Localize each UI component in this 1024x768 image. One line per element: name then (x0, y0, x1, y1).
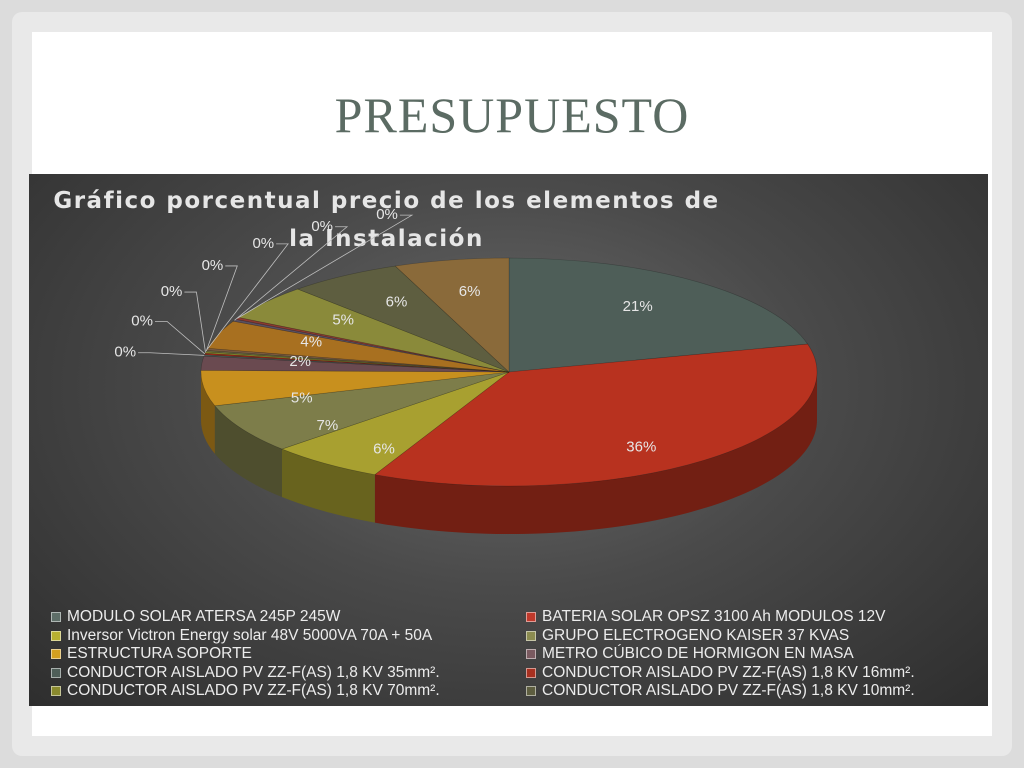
pie-slice-16 (394, 257, 510, 373)
legend-label: CONDUCTOR AISLADO PV ZZ-F(AS) 1,8 KV 10m… (542, 682, 915, 699)
pie-data-label-3: 7% (317, 417, 339, 434)
pie-slice-2 (281, 371, 510, 475)
legend-swatch (51, 649, 61, 660)
pie-data-label-1: 36% (626, 438, 656, 455)
pie-data-label-7: 0% (131, 312, 153, 329)
pie-data-label-0: 21% (623, 298, 653, 315)
pie-leader-line-6 (138, 352, 205, 356)
legend-item: CONDUCTOR AISLADO PV ZZ-F(AS) 1,8 KV 10m… (526, 682, 981, 701)
pie-data-label-11: 4% (300, 333, 322, 350)
pie-slice-7 (204, 352, 510, 373)
legend-label: Inversor Victron Energy solar 48V 5000VA… (67, 626, 433, 644)
pie-data-label-6: 0% (114, 344, 136, 361)
legend-label: GRUPO ELECTROGENO KAISER 37 KVAS (542, 626, 850, 644)
pie-slice-0 (508, 257, 809, 373)
legend-item: MODULO SOLAR ATERSA 245P 245W (51, 608, 526, 627)
pie-data-labels: 21%36%6%7%5%2%4%5%6%6%0%0%0%0%0%0%0% (114, 206, 656, 457)
legend-swatch (526, 686, 536, 697)
legend-swatch (526, 630, 536, 641)
pie-slice-6 (203, 354, 510, 373)
pie-side-walls (201, 372, 817, 534)
legend-label: CONDUCTOR AISLADO PV ZZ-F(AS) 1,8 KV 16m… (542, 663, 915, 681)
pie-data-label-5: 2% (289, 353, 311, 370)
chart-title-line-1: Gráfico porcentual precio de los element… (53, 188, 720, 214)
legend-label: ESTRUCTURA SOPORTE (67, 645, 252, 662)
pie-slice-1 (374, 343, 818, 487)
pie-leader-line-9 (205, 265, 238, 352)
pie-data-label-16: 6% (459, 283, 481, 300)
pie-slices (200, 257, 818, 487)
legend-swatch (526, 612, 536, 623)
pie-side-3 (214, 405, 282, 498)
pie-side-2 (281, 449, 375, 523)
legend-swatch (526, 667, 536, 678)
legend-swatch (51, 630, 61, 641)
legend-item: BATERIA SOLAR OPSZ 3100 Ah MODULOS 12V (526, 608, 981, 627)
pie-side-4 (201, 372, 215, 454)
legend-item: ESTRUCTURA SOPORTE (51, 645, 526, 664)
pie-leader-line-8 (184, 291, 206, 353)
legend-label: BATERIA SOLAR OPSZ 3100 Ah MODULOS 12V (542, 608, 886, 625)
pie-data-label-10: 0% (252, 235, 274, 252)
pie-leader-line-10 (206, 243, 289, 350)
legend-label: MODULO SOLAR ATERSA 245P 245W (67, 608, 341, 625)
legend-swatch (51, 686, 61, 697)
pie-leader-line-12 (234, 226, 349, 321)
legend-swatch (51, 667, 61, 678)
pie-slice-15 (296, 265, 510, 373)
legend-label: METRO CÚBICO DE HORMIGON EN MASA (542, 645, 854, 662)
pie-data-label-2: 6% (373, 440, 395, 457)
pie-data-label-14: 5% (332, 312, 354, 329)
legend-item: CONDUCTOR AISLADO PV ZZ-F(AS) 1,8 KV 16m… (526, 664, 981, 683)
legend-item: Inversor Victron Energy solar 48V 5000VA… (51, 627, 526, 646)
pie-data-label-4: 5% (291, 389, 313, 406)
chart-panel: Gráfico porcentual precio de los element… (29, 174, 988, 706)
pie-leader-line-7 (154, 320, 206, 355)
pie-chart: 21%36%6%7%5%2%4%5%6%6%0%0%0%0%0%0%0% (114, 206, 818, 534)
pie-data-label-8: 0% (161, 283, 183, 300)
pie-data-label-12: 0% (311, 218, 333, 235)
slide-title: PRESUPUESTO (334, 87, 690, 143)
pie-leader-line-13 (237, 214, 414, 319)
legend-label: CONDUCTOR AISLADO PV ZZ-F(AS) 1,8 KV 70m… (67, 682, 440, 699)
pie-data-label-15: 6% (386, 294, 408, 311)
pie-data-label-13: 0% (376, 206, 398, 223)
legend-item: CONDUCTOR AISLADO PV ZZ-F(AS) 1,8 KV 35m… (51, 664, 526, 683)
pie-slice-3 (214, 371, 510, 450)
pie-slice-4 (200, 370, 510, 407)
legend-item: GRUPO ELECTROGENO KAISER 37 KVAS (526, 627, 981, 646)
legend-swatch (51, 612, 61, 623)
pie-data-label-9: 0% (202, 257, 224, 274)
pie-side-1 (374, 372, 817, 534)
chart-legend: MODULO SOLAR ATERSA 245P 245W BATERIA SOL… (51, 608, 981, 701)
legend-swatch (526, 649, 536, 660)
legend-item: CONDUCTOR AISLADO PV ZZ-F(AS) 1,8 KV 70m… (51, 682, 526, 701)
legend-item: METRO CÚBICO DE HORMIGON EN MASA (526, 645, 981, 664)
legend-label: CONDUCTOR AISLADO PV ZZ-F(AS) 1,8 KV 35m… (67, 663, 440, 681)
pie-slice-5 (200, 355, 510, 373)
